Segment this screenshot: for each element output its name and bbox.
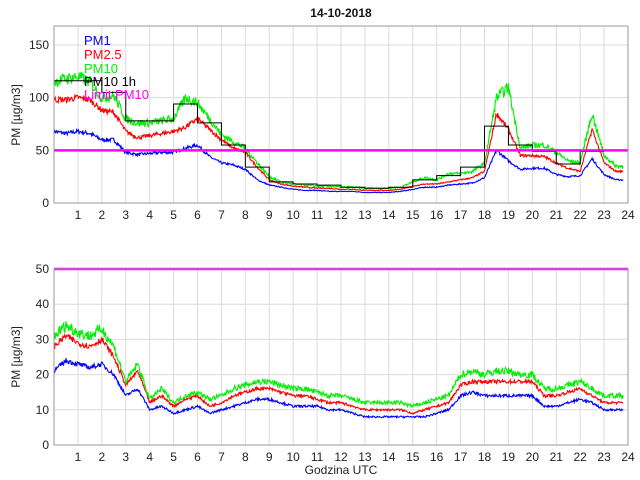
y-tick-label: 100: [29, 91, 49, 105]
x-tick-label: 12: [334, 208, 348, 222]
series-pm10: [53, 71, 624, 190]
y-tick-label: 0: [42, 438, 49, 452]
y-tick-label: 50: [36, 262, 50, 276]
top-y-axis-label: PM [µg/m3]: [9, 84, 23, 146]
y-tick-label: 150: [29, 38, 49, 52]
x-tick-label: 2: [98, 208, 105, 222]
x-tick-label: 5: [170, 208, 177, 222]
x-tick-label: 23: [597, 450, 611, 464]
x-tick-label: 4: [146, 450, 153, 464]
legend-pm10-1h: PM10 1h: [84, 74, 136, 89]
x-tick-label: 16: [430, 450, 444, 464]
x-tick-label: 22: [573, 208, 587, 222]
axes-frame: [53, 25, 629, 204]
x-tick-label: 16: [430, 208, 444, 222]
bottom-y-axis-label: PM [µg/m3]: [9, 326, 23, 388]
x-tick-label: 11: [311, 450, 324, 464]
legend-pm25: PM2.5: [84, 47, 122, 62]
x-tick-label: 12: [334, 450, 348, 464]
series-pm25: [53, 332, 624, 415]
x-tick-label: 6: [194, 450, 201, 464]
x-tick-label: 11: [311, 208, 324, 222]
x-tick-label: 13: [358, 208, 372, 222]
x-tick-label: 15: [406, 208, 420, 222]
x-tick-label: 13: [358, 450, 372, 464]
x-axis-label: Godzina UTC: [305, 463, 378, 477]
series-pm1: [53, 358, 624, 420]
x-tick-label: 3: [122, 208, 129, 222]
x-tick-label: 17: [454, 208, 468, 222]
legend: PM1 PM2.5 PM10 PM10 1h Limit PM10: [84, 33, 149, 102]
series-pm1: [53, 127, 624, 194]
x-tick-label: 6: [194, 208, 201, 222]
x-tick-label: 4: [146, 208, 153, 222]
y-tick-label: 50: [36, 143, 50, 157]
top-axes: 1 2 3 4 5 6 7 8 9 10 11 12 13 14 15 16 17 18 19 20 21 22 23 240…: [29, 25, 635, 222]
x-tick-label: 19: [502, 450, 516, 464]
y-tick-label: 30: [36, 332, 50, 346]
series-pm25: [53, 93, 624, 192]
x-tick-label: 2: [98, 450, 105, 464]
x-tick-label: 22: [573, 450, 587, 464]
x-tick-label: 10: [286, 208, 300, 222]
x-tick-label: 7: [218, 208, 225, 222]
x-tick-label: 8: [242, 208, 249, 222]
x-tick-label: 9: [266, 450, 273, 464]
bottom-axes: 1 2 3 4 5 6 7 8 9 10 11 12 13 14 15 16 17 18 19 20 21 22 23 240…: [36, 262, 635, 464]
legend-limit-pm10: Limit PM10: [84, 87, 149, 102]
x-tick-label: 19: [502, 208, 516, 222]
x-tick-label: 24: [621, 208, 635, 222]
series-pm10: [53, 321, 624, 409]
x-tick-label: 17: [454, 450, 468, 464]
x-tick-label: 14: [382, 450, 396, 464]
chart-title: 14-10-2018: [310, 6, 372, 20]
x-tick-label: 15: [406, 450, 420, 464]
x-tick-label: 18: [478, 450, 492, 464]
x-tick-label: 18: [478, 208, 492, 222]
x-tick-label: 7: [218, 450, 225, 464]
axes-frame: [53, 268, 629, 446]
x-tick-label: 1: [75, 450, 82, 464]
y-tick-label: 10: [36, 403, 50, 417]
x-tick-label: 24: [621, 450, 635, 464]
x-tick-label: 1: [75, 208, 82, 222]
x-tick-label: 21: [550, 208, 564, 222]
x-tick-label: 20: [526, 450, 540, 464]
x-tick-label: 21: [550, 450, 564, 464]
x-tick-label: 8: [242, 450, 249, 464]
x-tick-label: 10: [286, 450, 300, 464]
y-tick-label: 40: [36, 297, 50, 311]
x-tick-label: 14: [382, 208, 396, 222]
y-tick-label: 20: [36, 368, 50, 382]
y-tick-label: 0: [42, 196, 49, 210]
legend-pm10: PM10: [84, 61, 118, 76]
legend-pm1: PM1: [84, 33, 111, 48]
x-tick-label: 9: [266, 208, 273, 222]
series-pm10-1h: [54, 80, 605, 189]
x-tick-label: 20: [526, 208, 540, 222]
x-tick-label: 23: [597, 208, 611, 222]
x-tick-label: 3: [122, 450, 129, 464]
x-tick-label: 5: [170, 450, 177, 464]
